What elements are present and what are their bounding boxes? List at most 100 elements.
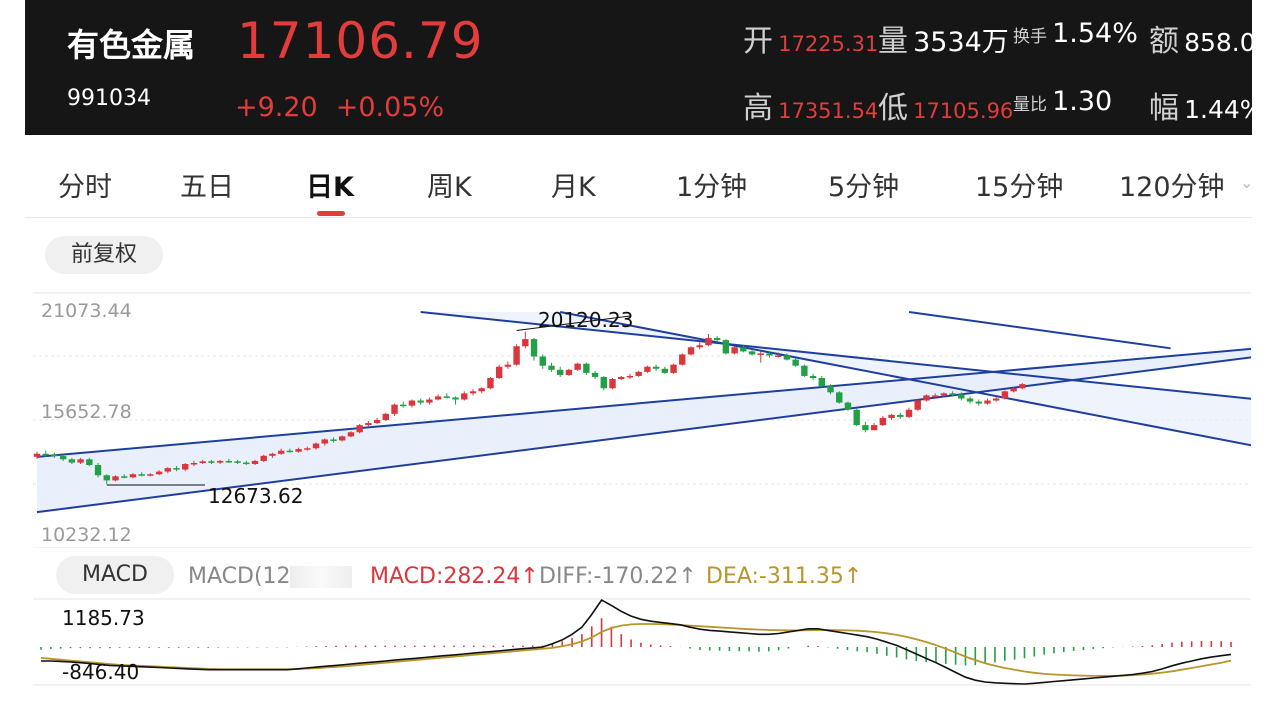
turnover-value: 1.54% bbox=[1052, 18, 1138, 49]
candle-body bbox=[870, 425, 878, 431]
stat-low: 低 17105.96 bbox=[878, 83, 1013, 127]
candle-body bbox=[417, 400, 424, 403]
tab-15min[interactable]: 15分钟 bbox=[975, 172, 1064, 203]
candle-body bbox=[757, 353, 764, 355]
candle-body bbox=[94, 465, 102, 476]
stat-high: 高 17351.54 bbox=[743, 83, 878, 127]
open-value: 17225.31 bbox=[778, 32, 879, 56]
trendline bbox=[560, 311, 1251, 447]
diff-value: DIFF:-170.22↑ bbox=[539, 564, 697, 589]
candle-body bbox=[504, 364, 512, 367]
candle-body bbox=[434, 396, 442, 400]
candle-body bbox=[59, 456, 67, 460]
tab-120min[interactable]: 120分钟 bbox=[1119, 172, 1225, 203]
macd-value: MACD:282.24↑ bbox=[370, 564, 539, 589]
candle-body bbox=[836, 392, 843, 403]
tab-1min[interactable]: 1分钟 bbox=[676, 172, 748, 203]
change-percent: +0.05% bbox=[335, 92, 445, 123]
candle-body bbox=[940, 393, 948, 396]
candle-body bbox=[295, 449, 302, 452]
candle-body bbox=[530, 339, 538, 357]
candle-body bbox=[251, 460, 259, 465]
period-tabs: 分时 五日 日K 周K 月K 1分钟 5分钟 15分钟 120分钟 ⌄ bbox=[25, 135, 1254, 218]
candle-body bbox=[740, 347, 747, 352]
amount-label: 额 bbox=[1149, 24, 1179, 59]
candle-body bbox=[129, 474, 137, 478]
candle-body bbox=[713, 338, 721, 341]
candle-body bbox=[461, 393, 468, 400]
candle-body bbox=[905, 409, 913, 417]
candle-body bbox=[199, 461, 206, 463]
candle-body bbox=[321, 439, 328, 444]
candle-body bbox=[51, 454, 58, 457]
high-annotation-line bbox=[516, 315, 631, 332]
macd-indicator-button[interactable]: MACD bbox=[56, 556, 174, 594]
candle-body bbox=[487, 378, 494, 389]
change-value: +9.20 bbox=[235, 92, 318, 123]
tab-five-day[interactable]: 五日 bbox=[180, 172, 234, 203]
amplitude-label: 幅 bbox=[1149, 91, 1179, 126]
stat-volume: 量 3534万 bbox=[878, 16, 1009, 60]
price-change: +9.20 +0.05% bbox=[235, 92, 462, 123]
trendline bbox=[36, 347, 1251, 458]
candle-body bbox=[591, 372, 599, 377]
candle-body bbox=[809, 375, 817, 379]
candle-body bbox=[86, 459, 93, 466]
candle-body bbox=[879, 417, 887, 426]
candle-body bbox=[801, 365, 808, 376]
low-value: 17105.96 bbox=[913, 99, 1014, 123]
candle-body bbox=[164, 468, 171, 472]
candle-body bbox=[923, 395, 930, 401]
high-value: 17351.54 bbox=[778, 99, 879, 123]
candle-body bbox=[609, 379, 616, 389]
rising-channel-fill bbox=[37, 348, 1251, 513]
candle-body bbox=[1019, 384, 1026, 389]
tab-intraday[interactable]: 分时 bbox=[58, 172, 112, 203]
candle-body bbox=[696, 345, 703, 348]
candle-body bbox=[513, 346, 520, 365]
y-tick-mid: 15652.78 bbox=[41, 401, 132, 423]
candle-body bbox=[147, 474, 154, 476]
stat-amplitude: 幅 1.44% bbox=[1149, 83, 1252, 127]
candle-body bbox=[408, 400, 416, 406]
chevron-down-icon[interactable]: ⌄ bbox=[1240, 173, 1254, 192]
macd-params: MACD(12 bbox=[188, 564, 291, 589]
candle-body bbox=[993, 398, 1000, 401]
adjust-type-button[interactable]: 前复权 bbox=[45, 236, 163, 274]
turnover-label: 换手 bbox=[1013, 27, 1047, 47]
macd-chart[interactable] bbox=[33, 598, 1251, 690]
trendline bbox=[908, 311, 1171, 350]
candle-body bbox=[539, 356, 546, 366]
candle-body bbox=[400, 404, 407, 407]
candle-body bbox=[182, 464, 189, 470]
tab-monthly-k[interactable]: 月K bbox=[551, 172, 596, 203]
high-annotation: 20120.23 bbox=[538, 308, 634, 332]
tab-weekly-k[interactable]: 周K bbox=[427, 172, 472, 203]
y-tick-bottom: 10232.12 bbox=[41, 524, 132, 546]
candle-body bbox=[670, 364, 677, 373]
stat-open: 开 17225.31 bbox=[743, 16, 878, 60]
kline-chart[interactable] bbox=[33, 292, 1251, 548]
candle-body bbox=[225, 460, 233, 463]
candle-body bbox=[862, 425, 869, 431]
high-label: 高 bbox=[743, 91, 773, 126]
candle-body bbox=[173, 468, 180, 470]
candle-body bbox=[478, 388, 485, 392]
tab-daily-k[interactable]: 日K bbox=[306, 172, 354, 203]
candle-body bbox=[783, 355, 791, 360]
candle-body bbox=[600, 376, 607, 389]
candle-body bbox=[565, 369, 573, 375]
vol-ratio-value: 1.30 bbox=[1052, 86, 1113, 117]
candle-body bbox=[121, 476, 128, 478]
tab-5min[interactable]: 5分钟 bbox=[828, 172, 900, 203]
candle-body bbox=[103, 475, 110, 481]
candle-body bbox=[897, 414, 904, 417]
index-code: 991034 bbox=[67, 86, 151, 111]
candle-body bbox=[766, 353, 773, 356]
dea-line bbox=[40, 623, 1232, 677]
candle-body bbox=[661, 368, 669, 373]
candle-body bbox=[975, 401, 982, 404]
candle-body bbox=[1010, 388, 1017, 392]
volume-label: 量 bbox=[878, 24, 908, 59]
candle-body bbox=[644, 366, 651, 372]
